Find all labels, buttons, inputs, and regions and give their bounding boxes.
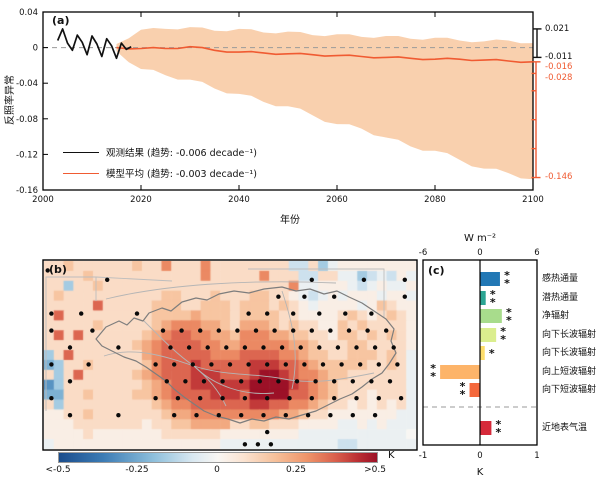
panel-c-letter: (c) (428, 264, 445, 277)
obs-line-swatch (63, 151, 99, 153)
model-bracket-bottom-value: -0.146 (545, 172, 573, 182)
colorbar-tick-zero: 0 (214, 465, 220, 475)
svg-text:2040: 2040 (228, 195, 250, 205)
panel-c-top-axis-title: W m⁻² (463, 233, 497, 244)
map-colorbar (58, 452, 378, 463)
colorbar-tick-pos: 0.25 (285, 465, 307, 475)
svg-text:*: * (504, 277, 510, 290)
panel-a-frame (42, 11, 534, 191)
region-box-outline (95, 276, 173, 282)
basin-boundary (281, 290, 296, 390)
svg-text:2020: 2020 (130, 195, 152, 205)
bar-2 (480, 309, 502, 323)
svg-text:*: * (460, 380, 466, 393)
bar-label-downward-shortwave: 向下短波辐射 (542, 385, 597, 395)
svg-text:*: * (500, 325, 506, 338)
model-mean-line (116, 45, 534, 64)
bar-5 (440, 365, 480, 379)
bar-label-sensible-heat: 感热通量 (542, 274, 579, 284)
svg-text:0: 0 (33, 44, 38, 54)
svg-text:2060: 2060 (326, 195, 348, 205)
svg-text:0: 0 (477, 451, 482, 461)
bar-1 (480, 291, 486, 305)
svg-text:-6: -6 (419, 248, 427, 258)
plateau-outline (95, 286, 397, 424)
svg-text:*: * (460, 388, 466, 401)
model-bracket-mid-value: -0.028 (545, 73, 573, 83)
bar-label-upward-shortwave: 向上短波辐射 (542, 367, 597, 377)
obs-legend-label: 观测结果 (趋势: -0.006 decade⁻¹) (106, 148, 257, 159)
svg-text:0.04: 0.04 (19, 8, 38, 18)
svg-text:*: * (500, 333, 506, 346)
bar-0 (480, 272, 500, 286)
svg-text:*: * (506, 306, 512, 319)
bar-label-downward-longwave-2: 向下长波辐射 (542, 348, 597, 358)
bar-label-net-radiation: 净辐射 (542, 311, 570, 321)
svg-text:*: * (490, 296, 496, 309)
svg-text:-0.04: -0.04 (16, 79, 38, 89)
colorbar-tick-min: <-0.5 (45, 465, 71, 475)
panel-c-bottom-axis-title: K (476, 467, 484, 478)
panel-b-overlay (45, 268, 407, 447)
region-box-outline (45, 276, 97, 411)
panel-a-xlabel: 年份 (280, 215, 300, 226)
svg-text:1: 1 (534, 451, 539, 461)
obs-bracket-bottom-value: -0.011 (545, 52, 573, 62)
bar-4 (480, 346, 485, 360)
colorbar-tick-neg: -0.25 (125, 465, 149, 475)
svg-text:2080: 2080 (424, 195, 446, 205)
svg-text:-0.16: -0.16 (16, 186, 38, 196)
svg-text:*: * (430, 370, 436, 383)
region-box-outline (248, 268, 385, 317)
svg-text:-0.12: -0.12 (16, 150, 38, 160)
colorbar-unit: K (388, 450, 395, 461)
observation-line (56, 28, 132, 60)
bar-label-latent-heat: 潜热通量 (542, 293, 579, 303)
basin-boundary (193, 365, 275, 394)
svg-text:*: * (489, 347, 495, 360)
bar-7 (480, 421, 492, 435)
svg-text:-1: -1 (419, 451, 427, 461)
significance-stipple-dots (45, 268, 407, 447)
panel-b-frame (42, 259, 418, 451)
svg-text:*: * (490, 288, 496, 301)
svg-text:2100: 2100 (522, 195, 544, 205)
panel-b-letter: (b) (49, 263, 67, 276)
panel-a-plot: 2000 2020 2040 2060 2080 2100 0.04 0 -0.04 -0.08 -… (16, 8, 544, 205)
panel-a-letter: (a) (52, 14, 70, 27)
panel-a-ylabel: 反照率异常 (5, 75, 16, 125)
model-uncertainty-band (116, 27, 533, 180)
bar-3 (480, 328, 497, 342)
model-legend-label: 模型平均 (趋势: -0.003 decade⁻¹) (106, 169, 257, 180)
svg-text:0: 0 (477, 248, 482, 258)
colorbar-tick-max: >0.5 (364, 465, 386, 475)
basin-boundary (105, 281, 337, 300)
bar-label-near-surface-temperature: 近地表气温 (542, 423, 588, 433)
svg-text:*: * (506, 314, 512, 327)
bar-6 (469, 383, 480, 397)
model-bracket-top-value: -0.016 (545, 62, 573, 72)
svg-text:6: 6 (534, 248, 539, 258)
model-spread-bracket (531, 61, 541, 179)
basin-boundary (103, 351, 375, 382)
svg-text:*: * (504, 269, 510, 282)
panel-c-plot: ***************-6 0 6-1 0 1 (419, 248, 540, 461)
obs-trend-bracket (532, 28, 542, 59)
legend-observation: 观测结果 (趋势: -0.006 decade⁻¹) (63, 143, 257, 161)
bar-label-downward-longwave: 向下长波辐射 (542, 330, 597, 340)
svg-text:-0.08: -0.08 (16, 115, 38, 125)
svg-text:*: * (496, 418, 502, 431)
model-line-swatch (63, 172, 99, 174)
legend-model-mean: 模型平均 (趋势: -0.003 decade⁻¹) (63, 164, 257, 182)
svg-text:*: * (430, 362, 436, 375)
svg-text:2000: 2000 (32, 195, 54, 205)
svg-text:*: * (496, 426, 502, 439)
obs-bracket-top-value: 0.021 (545, 24, 570, 34)
